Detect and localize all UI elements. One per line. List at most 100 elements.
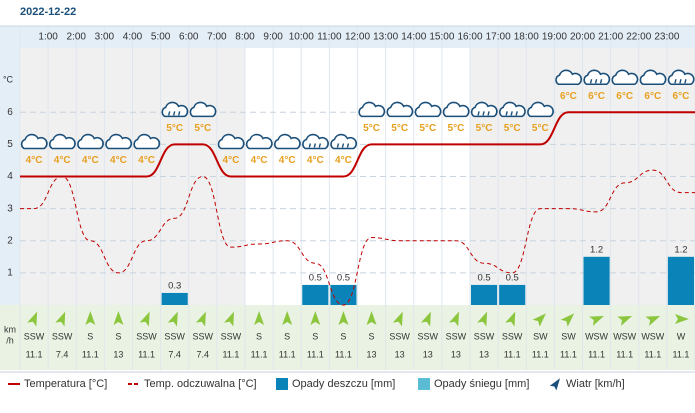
x-tick-label: 16:00 xyxy=(457,32,482,43)
wind-speed: 11.1 xyxy=(560,349,577,359)
wind-speed: 13 xyxy=(113,349,123,359)
wind-speed: 13 xyxy=(451,349,461,359)
y-tick-label: 5 xyxy=(7,139,13,150)
cloud xyxy=(527,101,554,118)
temp-label: 5°C xyxy=(476,123,493,134)
wind-arrow xyxy=(27,311,38,327)
temp-label: 5°C xyxy=(194,123,211,134)
x-tick-label: 15:00 xyxy=(429,32,454,43)
wind-direction: SSW xyxy=(221,331,242,341)
wind-band xyxy=(0,305,695,370)
weather-icon xyxy=(189,101,217,118)
x-tick-label: 18:00 xyxy=(514,32,539,43)
bar-label: 0.5 xyxy=(309,272,322,283)
bar-label: 1.2 xyxy=(590,244,603,255)
precip-bar xyxy=(583,256,610,305)
weather-icon xyxy=(667,69,695,86)
wind-direction: SSW xyxy=(24,331,45,341)
weather-icon xyxy=(358,101,386,118)
temp-label: 4°C xyxy=(54,155,71,166)
temp-label: 4°C xyxy=(251,155,268,166)
wind-direction: S xyxy=(115,331,121,341)
x-tick-label: 20:00 xyxy=(570,32,595,43)
wind-speed: 11.1 xyxy=(335,349,352,359)
drop xyxy=(318,143,321,148)
weather-icon xyxy=(386,101,414,118)
temperature-line xyxy=(20,111,695,178)
temp-label: 5°C xyxy=(391,123,408,134)
legend-label: Opady deszczu [mm] xyxy=(292,378,395,390)
wind-direction: S xyxy=(87,331,93,341)
weather-icon xyxy=(77,133,104,150)
y-tick-label: 1 xyxy=(7,268,13,279)
precip-bar xyxy=(302,284,329,305)
weather-icon xyxy=(527,101,554,118)
precip-bar xyxy=(161,292,188,305)
wind-speed: 7.4 xyxy=(197,349,210,359)
wind-direction: SSW xyxy=(418,331,439,341)
drop xyxy=(679,79,682,84)
cloud xyxy=(611,69,639,86)
x-tick-label: 5:00 xyxy=(151,32,171,43)
wind-unit: /h xyxy=(6,335,14,345)
temp-label: 4°C xyxy=(110,155,127,166)
weather-icon xyxy=(555,69,583,86)
weather-icon xyxy=(583,69,611,86)
temp-label: 6°C xyxy=(560,91,577,102)
x-tick-label: 22:00 xyxy=(626,32,651,43)
temp-label: 5°C xyxy=(532,123,549,134)
drop xyxy=(341,143,345,148)
legend-swatch xyxy=(549,378,561,391)
weather-icon xyxy=(611,69,639,86)
wind-speed: 11.1 xyxy=(251,349,268,359)
weather-icon xyxy=(274,133,301,150)
x-tick-label: 11:00 xyxy=(317,32,342,43)
drop xyxy=(510,111,513,116)
x-tick-label: 17:00 xyxy=(486,32,511,43)
wind-arrow xyxy=(113,311,124,325)
wind-arrow xyxy=(674,314,689,324)
weather-icon xyxy=(133,133,161,150)
legend-label: Wiatr [km/h] xyxy=(566,378,625,390)
x-tick-label: 12:00 xyxy=(345,32,370,43)
wind-arrow xyxy=(617,315,633,326)
weather-icon xyxy=(442,101,470,118)
weather-icon xyxy=(302,133,329,150)
weather-icon xyxy=(161,101,189,118)
weather-icon xyxy=(499,101,526,118)
wind-direction: SW xyxy=(561,331,576,341)
chart-title: 2022-12-22 xyxy=(20,6,76,18)
x-tick-label: 14:00 xyxy=(401,32,426,43)
x-tick-label: 10:00 xyxy=(289,32,314,43)
precip-bar xyxy=(499,284,526,305)
cloud xyxy=(189,101,217,118)
y-tick-label: 3 xyxy=(7,203,13,214)
bar-label: 0.5 xyxy=(337,272,350,283)
legend-swatch xyxy=(418,378,430,390)
wind-speed: 13 xyxy=(395,349,405,359)
weather-icon xyxy=(414,101,442,118)
drop xyxy=(308,143,311,148)
wind-direction: SSW xyxy=(474,331,495,341)
wind-arrow xyxy=(560,313,575,327)
wind-arrow xyxy=(85,311,96,325)
temp-label: 5°C xyxy=(448,123,465,134)
wind-arrow xyxy=(532,313,546,327)
weather-icon xyxy=(20,133,48,150)
temp-label: 4°C xyxy=(335,155,352,166)
wind-direction: S xyxy=(284,331,290,341)
cloud xyxy=(639,69,667,86)
wind-arrow xyxy=(420,311,431,327)
wind-arrow xyxy=(282,311,293,325)
header-band xyxy=(0,26,695,48)
wind-speed: 11.1 xyxy=(532,349,549,359)
wind-speed: 11.1 xyxy=(644,349,661,359)
wind-arrow xyxy=(55,311,66,327)
wind-arrow xyxy=(254,311,265,325)
x-tick-label: 21:00 xyxy=(598,32,623,43)
x-tick-label: 23:00 xyxy=(654,32,679,43)
column-band xyxy=(554,48,583,305)
bar-label: 0.3 xyxy=(168,280,181,291)
weather-icon xyxy=(217,133,245,150)
